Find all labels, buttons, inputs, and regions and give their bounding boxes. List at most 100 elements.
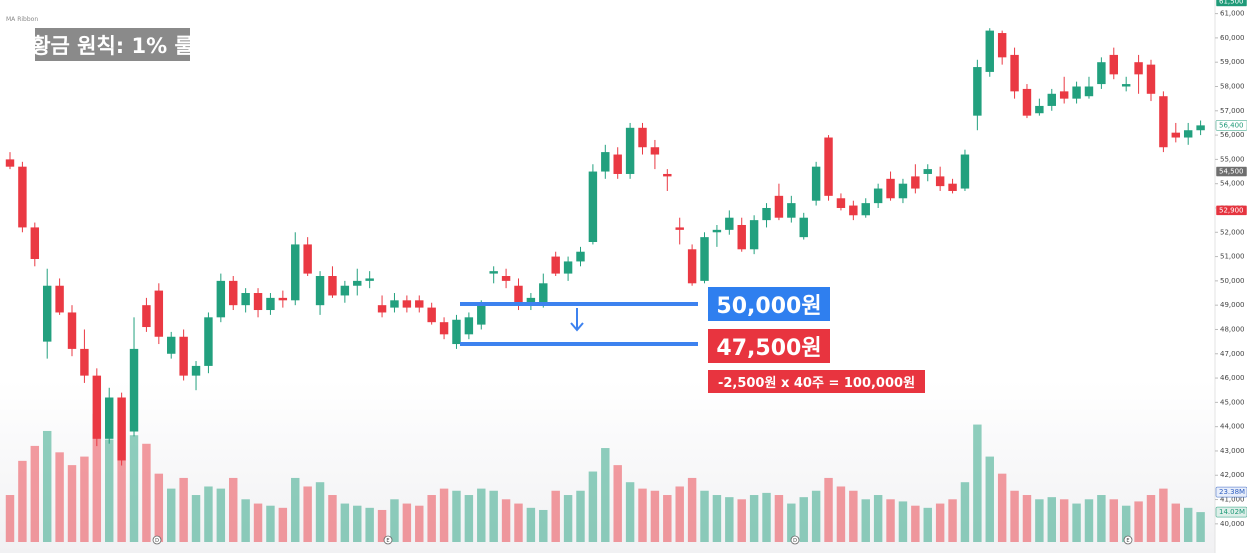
volume-bar (377, 509, 387, 542)
volume-bar (1121, 505, 1131, 542)
candle-body (390, 300, 399, 308)
candle-body (898, 183, 908, 199)
volume-bar (935, 503, 945, 542)
volume-bar (1196, 512, 1205, 542)
volume-bar (1109, 499, 1119, 542)
candle-body (501, 276, 511, 281)
candle-body (489, 271, 498, 274)
candle-body (1084, 86, 1094, 97)
loss-calc-box: -2,500원 x 40주 = 100,000원 (708, 370, 925, 393)
volume-bar (911, 505, 920, 542)
volume-bar (191, 495, 201, 542)
volume-bar (601, 448, 610, 542)
candle-body (663, 173, 672, 177)
indicator-name: MA Ribbon (6, 16, 38, 23)
volume-bar (452, 490, 461, 542)
event-marker-label: E (386, 538, 389, 544)
candle-body (749, 220, 759, 250)
y-tick-label: 56,000 (1220, 131, 1245, 139)
candle-body (167, 336, 176, 354)
volume-bar (1171, 503, 1181, 542)
volume-bar (266, 505, 275, 542)
candle-body (1047, 93, 1056, 106)
candle-body (67, 312, 77, 349)
volume-bar (315, 482, 325, 542)
candle-body (911, 176, 920, 189)
candle-body (824, 137, 833, 196)
volume-bar (625, 482, 635, 542)
candle-body (415, 300, 424, 308)
y-tick-label: 55,000 (1220, 155, 1245, 163)
candle-body (787, 203, 796, 218)
candle-body (365, 278, 374, 281)
candle-body (1022, 88, 1032, 116)
volume-bar (42, 430, 52, 542)
candle-body (1146, 64, 1156, 94)
volume-bar (104, 439, 114, 542)
volume-bar (563, 495, 573, 542)
candle-body (92, 375, 102, 439)
y-tick-label: 47,000 (1220, 350, 1245, 358)
candle-body (576, 251, 585, 262)
candle-body (5, 159, 15, 167)
volume-bar (576, 490, 585, 542)
candle-body (985, 30, 994, 72)
volume-bar (80, 456, 89, 542)
volume-bar (303, 486, 312, 542)
volume-bar (1059, 499, 1069, 542)
candle-body (811, 166, 821, 201)
volume-bar (241, 499, 250, 542)
volume-bar (1134, 501, 1143, 542)
volume-bar (278, 507, 288, 542)
y-tick-label: 46,000 (1220, 374, 1245, 382)
candle-body (725, 217, 734, 230)
y-tick-label: 40,000 (1220, 520, 1245, 528)
volume-bar (477, 488, 486, 542)
y-tick-label: 50,000 (1220, 277, 1245, 285)
volume-bar (700, 490, 709, 542)
candle-body (526, 297, 536, 306)
y-tick-label: 44,000 (1220, 423, 1245, 431)
volume-bar (415, 505, 424, 542)
axis-price-tag (1215, 166, 1247, 177)
volume-bar (1010, 490, 1019, 542)
candle-body (477, 305, 486, 325)
volume-bar (1072, 503, 1081, 542)
candle-body (1059, 91, 1069, 99)
candle-body (514, 285, 523, 306)
candle-body (303, 244, 312, 274)
candle-body (464, 317, 474, 335)
event-marker-label: E (1126, 538, 1129, 544)
candle-body (737, 224, 746, 250)
volume-bar (526, 507, 536, 542)
axis-price-tag-label: 23.38M (1219, 488, 1245, 496)
candle-body (601, 152, 610, 172)
candle-body (1109, 54, 1119, 75)
volume-bar (129, 435, 139, 542)
axis-price-tag (1215, 120, 1247, 131)
candle-body (650, 147, 660, 155)
volume-bar (799, 497, 808, 542)
candle-body (638, 127, 647, 148)
y-tick-label: 42,000 (1220, 471, 1245, 479)
title-box: 황금 원칙: 1% 룰 (31, 28, 194, 61)
candle-body (241, 293, 250, 306)
volume-bar (675, 486, 684, 542)
volume-bar (1146, 495, 1156, 542)
volume-bar (737, 499, 746, 542)
entry-price-box: 50,000원 (708, 287, 830, 321)
candle-body (452, 319, 461, 345)
volume-bar (154, 473, 164, 542)
candle-body (1035, 105, 1044, 114)
candle-body (204, 317, 213, 366)
y-tick-label: 43,000 (1220, 447, 1245, 455)
volume-bar (539, 509, 548, 542)
y-tick-label: 52,000 (1220, 228, 1245, 236)
volume-bar (849, 490, 858, 542)
candle-body (104, 397, 114, 439)
candle-body (935, 176, 945, 187)
event-marker-label: D (793, 538, 797, 544)
y-tick-label: 54,000 (1220, 180, 1245, 188)
volume-bar (861, 499, 870, 542)
event-marker-label: D (155, 538, 159, 544)
